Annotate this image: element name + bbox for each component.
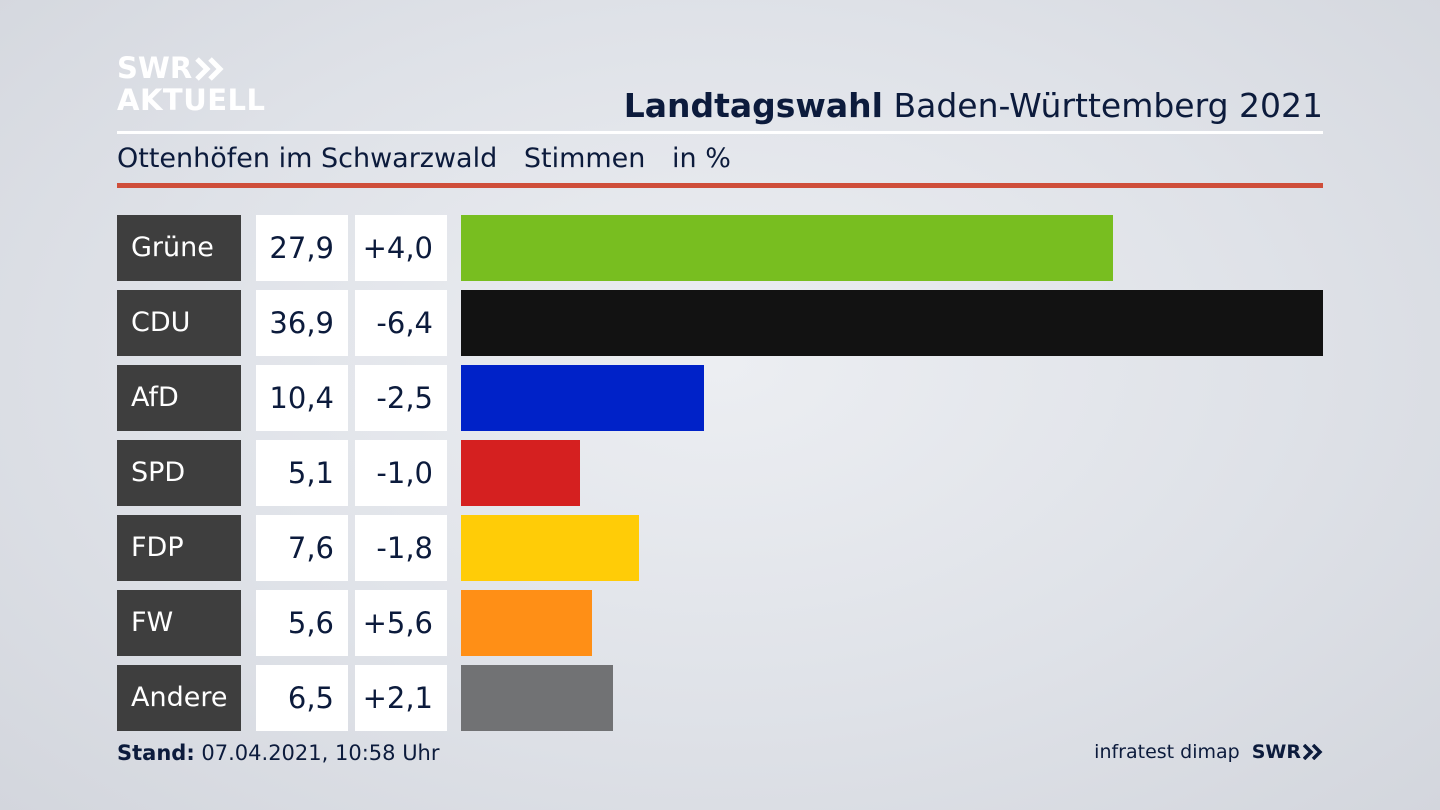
stand-label: Stand: (117, 741, 195, 765)
header-divider (117, 131, 1323, 134)
stand-value: 07.04.2021, 10:58 Uhr (201, 741, 440, 765)
result-bar (461, 515, 639, 581)
vote-share-label: 36,9 (256, 290, 348, 356)
page-title: Landtagswahl Baden-Württemberg 2021 (624, 86, 1323, 125)
title-bold: Landtagswahl (623, 86, 883, 125)
vote-share-label: 6,5 (256, 665, 348, 731)
source-credit: infratest dimap SWR (1094, 741, 1323, 763)
chart-subtitle: Ottenhöfen im Schwarzwald Stimmen in % (117, 143, 749, 174)
change-label: -2,5 (355, 365, 447, 431)
result-bar (461, 290, 1323, 356)
result-bar (461, 365, 704, 431)
party-label: Andere (117, 665, 241, 731)
vote-share-label: 27,9 (256, 215, 348, 281)
logo-line-1: SWR (117, 51, 193, 85)
vote-share-label: 5,1 (256, 440, 348, 506)
result-bar (461, 665, 613, 731)
vote-share-label: 10,4 (256, 365, 348, 431)
result-bar (461, 440, 580, 506)
party-label: SPD (117, 440, 241, 506)
vote-share-label: 5,6 (256, 590, 348, 656)
location-label: Ottenhöfen im Schwarzwald (117, 143, 498, 174)
swr-aktuell-logo: SWR AKTUELL (117, 54, 266, 115)
party-label: CDU (117, 290, 241, 356)
swr-logo-small: SWR (1252, 741, 1323, 763)
chevrons-icon-small (1303, 744, 1323, 760)
chevrons-icon (195, 56, 224, 81)
party-label: FW (117, 590, 241, 656)
logo-line-2: AKTUELL (117, 83, 266, 117)
result-bar (461, 215, 1113, 281)
unit-label: in % (672, 143, 731, 174)
result-bar (461, 590, 592, 656)
change-label: +5,6 (355, 590, 447, 656)
party-label: AfD (117, 365, 241, 431)
measure-label: Stimmen (523, 143, 646, 174)
title-rest: Baden-Württemberg 2021 (893, 86, 1323, 125)
change-label: -1,0 (355, 440, 447, 506)
change-label: -1,8 (355, 515, 447, 581)
timestamp: Stand: 07.04.2021, 10:58 Uhr (117, 741, 440, 765)
source-brand: SWR (1251, 741, 1301, 763)
party-label: Grüne (117, 215, 241, 281)
source-label: infratest dimap (1094, 741, 1240, 763)
change-label: +2,1 (355, 665, 447, 731)
party-label: FDP (117, 515, 241, 581)
change-label: +4,0 (355, 215, 447, 281)
change-label: -6,4 (355, 290, 447, 356)
accent-divider (117, 183, 1323, 188)
vote-share-label: 7,6 (256, 515, 348, 581)
